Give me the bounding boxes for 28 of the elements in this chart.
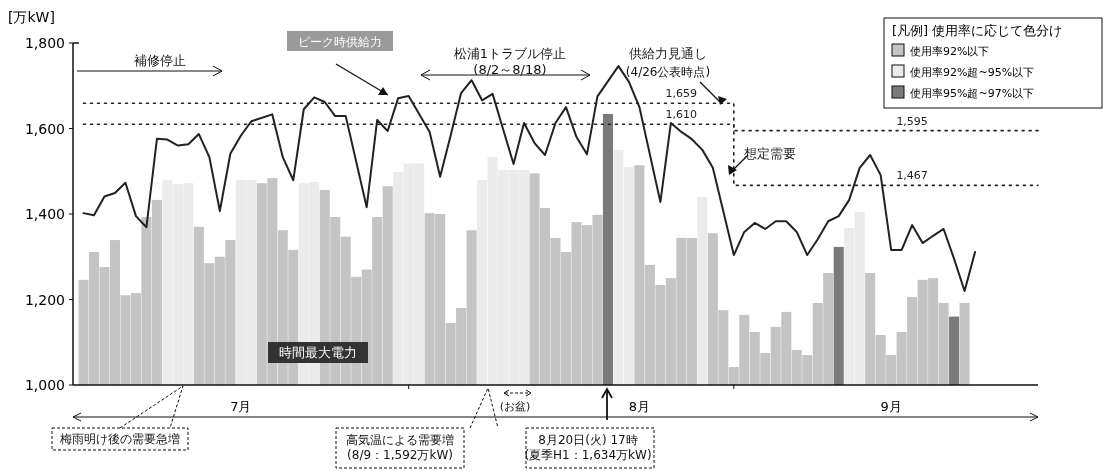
y-tick-label: 1,000	[24, 377, 65, 393]
annotation: (4/26公表時点)	[625, 65, 711, 79]
legend-label: 使用率95%超~97%以下	[910, 87, 1035, 100]
y-tick-label: 1,800	[24, 35, 65, 51]
x-tick-label: 8月	[628, 399, 651, 414]
text: 供給力見通し	[629, 46, 707, 61]
x-tick-label: 9月	[880, 399, 902, 414]
y-tick-label: 1,600	[24, 120, 65, 137]
legend-label: 使用率92%以下	[910, 45, 990, 58]
legend-title: [凡例] 使用率に応じて色分け	[892, 23, 1063, 38]
annotation: 補修停止	[134, 53, 186, 68]
text: 高気温による需要増 (8/9：1,592万kW)	[346, 433, 454, 462]
data-label: 1,610	[665, 108, 698, 122]
data-label: 1,595	[896, 114, 928, 128]
y-tick-label: 1,200	[24, 291, 65, 308]
legend-label: 使用率92%超~95%以下	[910, 66, 1035, 79]
text: (お盆)	[499, 400, 531, 413]
series-label: 想定需要	[743, 146, 796, 161]
y-tick-label: 1,400	[24, 206, 65, 222]
text: 梅雨明け後の需要急増	[59, 432, 180, 446]
annotation: 松浦1トラブル停止 (8/2～8/18)	[453, 46, 567, 78]
data-label: 1,467	[896, 169, 928, 183]
y-axis-title: [万kW]	[8, 9, 55, 25]
text: 8月20日(火) 17時 (夏季H1：1,634万kW)	[524, 433, 652, 462]
x-tick-label: 7月	[230, 399, 252, 414]
annotation: 時間最大電力	[279, 345, 357, 360]
text: ピーク時供給力	[298, 35, 382, 49]
data-label: 1,659	[665, 87, 698, 101]
